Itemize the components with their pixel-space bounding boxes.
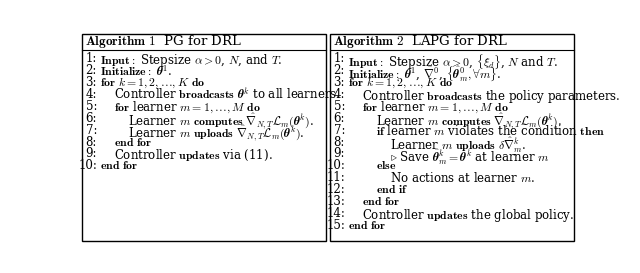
Text: 10:: 10: <box>326 159 345 173</box>
Text: 15:: 15: <box>326 219 345 232</box>
Text: $\bf{Initialize:}$ $\boldsymbol{\theta}^1$, $\hat{\nabla}^0$, $\{\hat{\boldsymbo: $\bf{Initialize:}$ $\boldsymbol{\theta}^… <box>348 64 501 83</box>
Text: 1:: 1: <box>86 52 97 65</box>
Text: $\bf{Input:}$ Stepsize $\alpha > 0$, $\{\xi_d\}$, $N$ and $T$.: $\bf{Input:}$ Stepsize $\alpha > 0$, $\{… <box>348 52 559 71</box>
Text: $\bf{end\ for}$: $\bf{end\ for}$ <box>348 219 387 232</box>
Text: 7:: 7: <box>333 124 345 136</box>
Text: Controller $\bf{broadcasts}$ the policy parameters.: Controller $\bf{broadcasts}$ the policy … <box>362 88 621 105</box>
Text: 3:: 3: <box>333 76 345 89</box>
Text: 5:: 5: <box>333 100 345 113</box>
Text: Learner $m$ $\bf{uploads}$ $\delta\hat{\nabla}_m^k$.: Learner $m$ $\bf{uploads}$ $\delta\hat{\… <box>390 136 527 155</box>
Text: 2:: 2: <box>333 64 345 77</box>
Text: $\bf{Algorithm\ 2}$  LAPG for DRL: $\bf{Algorithm\ 2}$ LAPG for DRL <box>333 34 508 51</box>
Text: 2:: 2: <box>86 64 97 77</box>
Text: 4:: 4: <box>333 88 345 101</box>
Text: No actions at learner $m$.: No actions at learner $m$. <box>390 171 535 185</box>
Text: 9:: 9: <box>333 147 345 161</box>
Text: 8:: 8: <box>333 136 345 149</box>
Text: Controller $\bf{updates}$ via (11).: Controller $\bf{updates}$ via (11). <box>114 147 273 163</box>
Text: $\bf{for}$ learner $m = 1, \ldots, M$ $\bf{do}$: $\bf{for}$ learner $m = 1, \ldots, M$ $\… <box>362 100 509 115</box>
Text: 13:: 13: <box>326 195 345 208</box>
Bar <box>81 34 326 241</box>
Text: 9:: 9: <box>86 147 97 161</box>
Text: 6:: 6: <box>86 112 97 125</box>
Text: 5:: 5: <box>86 100 97 113</box>
Text: $\bf{if}$ learner $m$ violates the condition $\bf{then}$: $\bf{if}$ learner $m$ violates the condi… <box>376 124 605 138</box>
Text: Learner $m$ $\bf{computes}$ $\hat{\nabla}_{N,T}\mathcal{L}_m(\boldsymbol{\theta}: Learner $m$ $\bf{computes}$ $\hat{\nabla… <box>376 112 562 131</box>
Text: 3:: 3: <box>86 76 97 89</box>
Text: $\bf{end\ for}$: $\bf{end\ for}$ <box>114 136 152 149</box>
Text: $\triangleright$ Save $\hat{\boldsymbol{\theta}}_m^k = \boldsymbol{\theta}^k$ at: $\triangleright$ Save $\hat{\boldsymbol{… <box>390 147 550 167</box>
Text: Controller $\bf{updates}$ the global policy.: Controller $\bf{updates}$ the global pol… <box>362 207 574 224</box>
Bar <box>330 34 575 241</box>
Text: 1:: 1: <box>333 52 345 65</box>
Text: 4:: 4: <box>86 88 97 101</box>
Text: Learner $m$ $\bf{uploads}$ $\hat{\nabla}_{N,T}\mathcal{L}_m(\boldsymbol{\theta}^: Learner $m$ $\bf{uploads}$ $\hat{\nabla}… <box>128 124 305 143</box>
Text: 10:: 10: <box>78 159 97 173</box>
Text: 8:: 8: <box>86 136 97 149</box>
Text: $\bf{for}$ $k = 1, 2, \ldots, K$ $\bf{do}$: $\bf{for}$ $k = 1, 2, \ldots, K$ $\bf{do… <box>100 76 205 90</box>
Text: $\bf{for}$ learner $m = 1, \ldots, M$ $\bf{do}$: $\bf{for}$ learner $m = 1, \ldots, M$ $\… <box>114 100 261 115</box>
Text: $\bf{Algorithm\ 1}$  PG for DRL: $\bf{Algorithm\ 1}$ PG for DRL <box>85 34 242 51</box>
Text: 6:: 6: <box>333 112 345 125</box>
Text: $\bf{for}$ $k = 1, 2, \ldots, K$ $\bf{do}$: $\bf{for}$ $k = 1, 2, \ldots, K$ $\bf{do… <box>348 76 453 90</box>
Text: Learner $m$ $\bf{computes}$ $\hat{\nabla}_{N,T}\mathcal{L}_m(\boldsymbol{\theta}: Learner $m$ $\bf{computes}$ $\hat{\nabla… <box>128 112 314 131</box>
Text: Controller $\bf{broadcasts}$ $\boldsymbol{\theta}^k$ to all learners.: Controller $\bf{broadcasts}$ $\boldsymbo… <box>114 88 340 103</box>
Text: 7:: 7: <box>86 124 97 136</box>
Text: 14:: 14: <box>326 207 345 220</box>
Text: 11:: 11: <box>326 171 345 184</box>
Text: 12:: 12: <box>326 183 345 196</box>
Text: $\bf{Initialize:}$ $\boldsymbol{\theta}^1$.: $\bf{Initialize:}$ $\boldsymbol{\theta}^… <box>100 64 173 79</box>
Text: $\bf{else}$: $\bf{else}$ <box>376 159 397 173</box>
Text: $\bf{end\ for}$: $\bf{end\ for}$ <box>362 195 401 208</box>
Text: $\bf{end\ if}$: $\bf{end\ if}$ <box>376 183 408 196</box>
Text: $\bf{end\ for}$: $\bf{end\ for}$ <box>100 159 138 173</box>
Text: $\bf{Input:}$ Stepsize $\alpha > 0$, $N$, and $T$.: $\bf{Input:}$ Stepsize $\alpha > 0$, $N$… <box>100 52 283 69</box>
